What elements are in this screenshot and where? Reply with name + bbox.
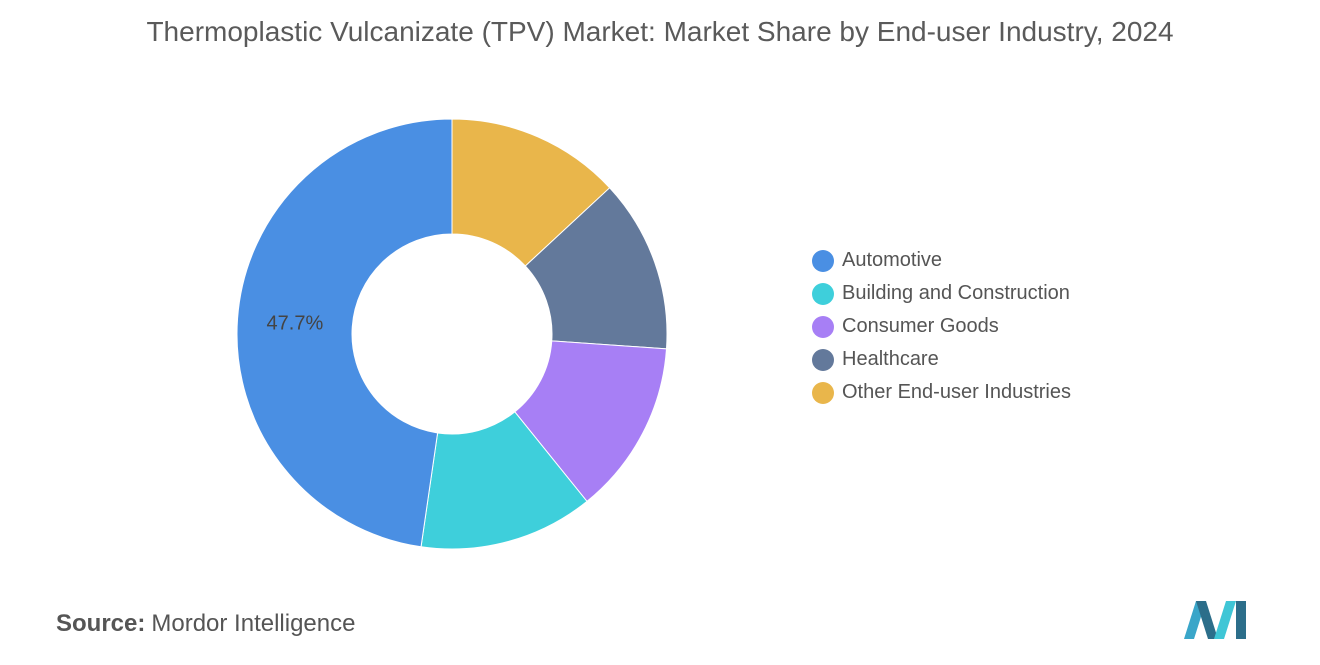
- slice-other-end-user-industries: [451, 118, 611, 267]
- slice-consumer-goods: [514, 340, 668, 503]
- legend-swatch: [812, 249, 834, 272]
- legend-swatch: [812, 315, 834, 338]
- source-note: Source: Mordor Intelligence: [56, 610, 355, 638]
- legend-label: Building and Construction: [842, 282, 1070, 304]
- legend-swatch: [812, 381, 834, 404]
- slice-automotive: [236, 118, 453, 548]
- data-label: 47.7%: [267, 313, 324, 335]
- legend-label: Other End-user Industries: [842, 381, 1071, 403]
- slice-building-and-construction: [420, 411, 588, 550]
- chart-title: Thermoplastic Vulcanizate (TPV) Market: …: [146, 16, 1174, 47]
- slice-healthcare: [524, 187, 668, 350]
- legend-label: Consumer Goods: [842, 315, 999, 337]
- legend-item: Building and Construction: [812, 277, 1071, 310]
- legend-swatch: [812, 348, 834, 371]
- legend-item: Other End-user Industries: [812, 376, 1071, 409]
- mordor-logo-icon: [1184, 601, 1246, 639]
- legend-item: Consumer Goods: [812, 310, 1071, 343]
- legend-item: Automotive: [812, 244, 1071, 277]
- legend-label: Automotive: [842, 249, 943, 271]
- source-value: Mordor Intelligence: [151, 610, 356, 637]
- legend-label: Healthcare: [842, 348, 939, 370]
- source-label: Source:: [56, 610, 146, 637]
- chart-legend: Automotive Building and Construction Consu…: [812, 244, 1071, 409]
- legend-swatch: [812, 282, 834, 305]
- legend-item: Healthcare: [812, 343, 1071, 376]
